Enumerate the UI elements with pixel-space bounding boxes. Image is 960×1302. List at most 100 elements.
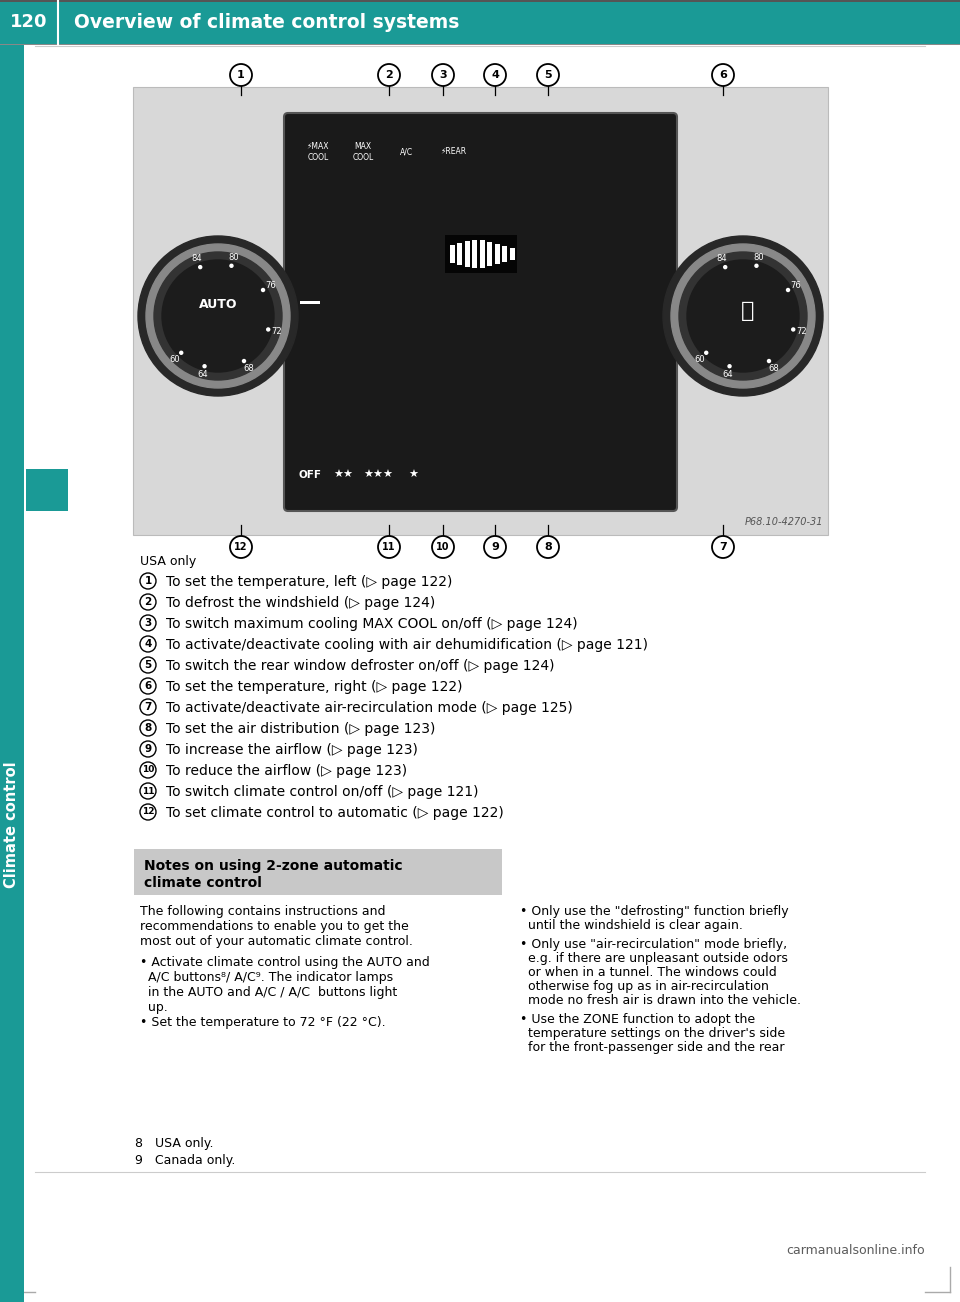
Text: 12: 12 (234, 542, 248, 552)
Text: 🚘: 🚘 (741, 301, 755, 322)
Text: 2: 2 (385, 70, 393, 79)
Text: in the AUTO and A/C / A/C  buttons light: in the AUTO and A/C / A/C buttons light (140, 986, 397, 999)
Text: until the windshield is clear again.: until the windshield is clear again. (520, 919, 743, 932)
Text: • Activate climate control using the AUTO and: • Activate climate control using the AUT… (140, 956, 430, 969)
Circle shape (432, 64, 454, 86)
Text: or when in a tunnel. The windows could: or when in a tunnel. The windows could (520, 966, 777, 979)
Circle shape (792, 328, 795, 331)
Bar (472, 240, 477, 267)
Text: To activate/deactivate air-recirculation mode (▷ page 125): To activate/deactivate air-recirculation… (166, 700, 573, 715)
Text: AUTO: AUTO (199, 297, 237, 310)
Text: To switch climate control on/off (▷ page 121): To switch climate control on/off (▷ page… (166, 785, 478, 799)
Text: 80: 80 (754, 253, 764, 262)
Circle shape (705, 352, 708, 354)
Text: To set climate control to automatic (▷ page 122): To set climate control to automatic (▷ p… (166, 806, 504, 820)
Circle shape (140, 658, 156, 673)
Text: 120: 120 (11, 13, 48, 31)
Circle shape (138, 236, 298, 396)
Text: mode no fresh air is drawn into the vehicle.: mode no fresh air is drawn into the vehi… (520, 993, 801, 1006)
Circle shape (140, 699, 156, 715)
Circle shape (767, 359, 771, 362)
Bar (0, 0, 960, 44)
Text: ⚡MAX
COOL: ⚡MAX COOL (307, 142, 329, 161)
Text: for the front-passenger side and the rear: for the front-passenger side and the rea… (520, 1042, 784, 1055)
Text: • Use the ZONE function to adopt the: • Use the ZONE function to adopt the (520, 1013, 756, 1026)
Text: 1: 1 (144, 575, 152, 586)
Circle shape (378, 64, 400, 86)
Circle shape (537, 536, 559, 559)
Text: 4: 4 (492, 70, 499, 79)
Text: To activate/deactivate cooling with air dehumidification (▷ page 121): To activate/deactivate cooling with air … (166, 638, 648, 652)
Text: 10: 10 (436, 542, 449, 552)
Text: 11: 11 (142, 786, 155, 796)
Text: 10: 10 (142, 766, 155, 775)
Bar (502, 246, 507, 262)
Circle shape (140, 615, 156, 631)
Text: most out of your automatic climate control.: most out of your automatic climate contr… (140, 935, 413, 948)
Circle shape (180, 352, 182, 354)
Bar (0, 0, 960, 3)
Circle shape (712, 64, 734, 86)
Text: temperature settings on the driver's side: temperature settings on the driver's sid… (520, 1027, 785, 1040)
Bar (26, 469, 68, 510)
Text: To switch the rear window defroster on/off (▷ page 124): To switch the rear window defroster on/o… (166, 659, 555, 673)
Bar (300, 301, 320, 305)
Text: 60: 60 (170, 354, 180, 363)
Text: 84: 84 (192, 254, 203, 263)
Circle shape (140, 678, 156, 694)
Text: 76: 76 (266, 281, 276, 290)
Circle shape (230, 264, 233, 267)
Text: 11: 11 (382, 542, 396, 552)
Circle shape (484, 536, 506, 559)
Text: up.: up. (140, 1001, 168, 1014)
Text: To set the temperature, left (▷ page 122): To set the temperature, left (▷ page 122… (166, 575, 452, 589)
Text: 2: 2 (144, 598, 152, 607)
Circle shape (687, 260, 799, 372)
Text: To set the air distribution (▷ page 123): To set the air distribution (▷ page 123) (166, 723, 436, 736)
Text: recommendations to enable you to get the: recommendations to enable you to get the (140, 921, 409, 934)
Text: • Set the temperature to 72 °F (22 °C).: • Set the temperature to 72 °F (22 °C). (140, 1016, 386, 1029)
Text: otherwise fog up as in air-recirculation: otherwise fog up as in air-recirculation (520, 980, 769, 993)
Text: To defrost the windshield (▷ page 124): To defrost the windshield (▷ page 124) (166, 596, 435, 611)
Circle shape (140, 741, 156, 756)
Text: 7: 7 (144, 702, 152, 712)
Circle shape (243, 359, 246, 362)
Text: e.g. if there are unpleasant outside odors: e.g. if there are unpleasant outside odo… (520, 952, 788, 965)
Text: 64: 64 (197, 371, 207, 379)
Bar (510, 247, 515, 259)
Text: 8: 8 (544, 542, 552, 552)
Text: The following contains instructions and: The following contains instructions and (140, 905, 386, 918)
Text: 68: 68 (768, 365, 779, 374)
Text: 68: 68 (243, 365, 253, 374)
Circle shape (154, 253, 282, 380)
Bar (134, 849, 502, 894)
Text: 3: 3 (144, 618, 152, 628)
Text: ⚡REAR: ⚡REAR (440, 147, 466, 156)
Text: ★★: ★★ (333, 470, 353, 480)
Circle shape (146, 243, 290, 388)
Circle shape (140, 573, 156, 589)
Text: 9: 9 (144, 743, 152, 754)
Text: Climate control: Climate control (5, 762, 19, 888)
Text: To switch maximum cooling MAX COOL on/off (▷ page 124): To switch maximum cooling MAX COOL on/of… (166, 617, 578, 631)
Circle shape (230, 64, 252, 86)
Bar (449, 245, 454, 263)
Circle shape (378, 536, 400, 559)
Circle shape (140, 720, 156, 736)
Text: 4: 4 (144, 639, 152, 648)
Text: 6: 6 (719, 70, 727, 79)
Circle shape (786, 289, 789, 292)
Text: 84: 84 (717, 254, 728, 263)
Bar (465, 241, 469, 267)
Text: To increase the airflow (▷ page 123): To increase the airflow (▷ page 123) (166, 743, 418, 756)
Circle shape (537, 64, 559, 86)
Text: climate control: climate control (144, 876, 262, 891)
Circle shape (140, 762, 156, 779)
Bar (487, 241, 492, 266)
Bar (133, 87, 828, 535)
Circle shape (484, 64, 506, 86)
Text: 76: 76 (790, 281, 802, 290)
Bar (457, 242, 462, 264)
Text: 1: 1 (237, 70, 245, 79)
Text: 8: 8 (144, 723, 152, 733)
